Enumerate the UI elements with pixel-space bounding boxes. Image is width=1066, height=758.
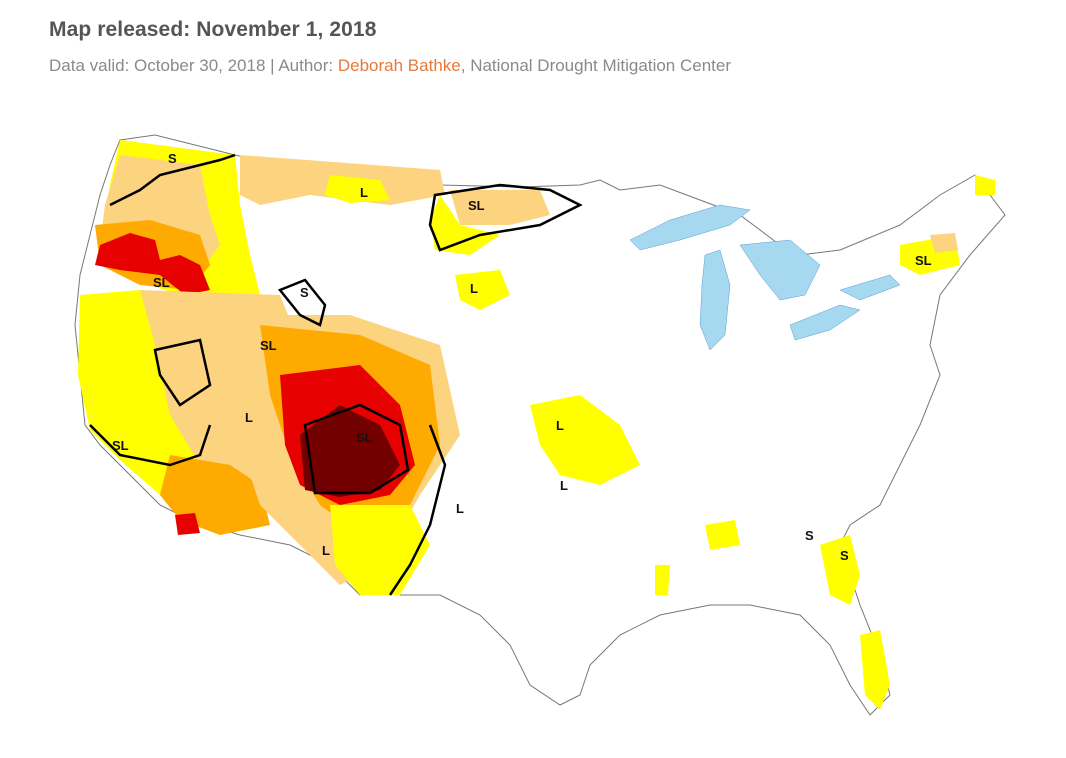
author-link[interactable]: Deborah Bathke xyxy=(337,56,461,75)
impact-label-sl-four-corners: SL xyxy=(356,430,373,445)
drought-d3-oregon xyxy=(95,233,210,295)
drought-map[interactable]: S SL L S SL L SL SL SL L L L L SL L L SL… xyxy=(60,125,1040,745)
impact-line-idaho xyxy=(277,278,327,327)
lake-huron xyxy=(739,239,821,301)
drought-d0-maine xyxy=(975,175,995,195)
data-valid-text: Data valid: October 30, 2018 | Author: xyxy=(49,56,338,75)
impact-line-nevada xyxy=(153,338,212,407)
impact-label-sl-new-york: SL xyxy=(915,253,932,268)
drought-d0-florida xyxy=(860,630,890,710)
impact-label-l-nebraska: L xyxy=(470,281,478,296)
drought-d0-nebraska xyxy=(455,270,510,310)
lake-michigan xyxy=(699,249,731,351)
drought-d3-socal xyxy=(175,513,200,535)
lake-ontario xyxy=(839,274,901,301)
impact-line-new-mexico xyxy=(388,424,447,596)
impact-label-l-kansas: L xyxy=(556,418,564,433)
impact-label-s-georgia: S xyxy=(805,528,814,543)
map-subtitle: Data valid: October 30, 2018 | Author: D… xyxy=(49,56,731,76)
map-header: Map released: November 1, 2018 Data vali… xyxy=(49,18,731,76)
drought-d0-montana xyxy=(325,175,390,203)
impact-label-l-nevada: L xyxy=(245,410,253,425)
impact-label-l-oklahoma: L xyxy=(560,478,568,493)
us-drought-map-svg: S SL L S SL L SL SL SL L L L L SL L L SL… xyxy=(74,134,1006,716)
impact-label-s-idaho: S xyxy=(300,285,309,300)
lake-superior xyxy=(629,204,751,251)
drought-d0-california xyxy=(78,290,210,505)
impact-label-l-montana: L xyxy=(360,185,368,200)
impact-label-sl-oregon: SL xyxy=(153,275,170,290)
map-release-title: Map released: November 1, 2018 xyxy=(49,18,377,41)
drought-d4-four-corners xyxy=(300,405,400,497)
impact-label-sl-north-dakota: SL xyxy=(468,198,485,213)
impact-line-north-dakota xyxy=(428,183,583,252)
impact-label-s-washington: S xyxy=(168,151,177,166)
drought-d0-mississippi xyxy=(655,565,670,595)
drought-d0-georgia-coast xyxy=(820,535,860,605)
impact-label-sl-utah: SL xyxy=(260,338,277,353)
author-organization: , National Drought Mitigation Center xyxy=(460,56,731,75)
lake-erie xyxy=(789,304,861,341)
drought-d0-north-dakota xyxy=(430,195,500,255)
drought-d0-alabama xyxy=(705,520,740,550)
impact-line-california xyxy=(89,424,212,467)
impact-label-s-south-carolina: S xyxy=(840,548,849,563)
impact-label-l-arizona: L xyxy=(322,543,330,558)
drought-d2-north-dakota xyxy=(450,190,550,225)
drought-d1-new-york xyxy=(930,233,958,253)
impact-label-l-texas: L xyxy=(456,501,464,516)
drought-d0-kansas xyxy=(530,395,640,485)
impact-label-sl-california: SL xyxy=(112,438,129,453)
impact-line-northwest xyxy=(109,153,236,207)
impact-line-four-corners xyxy=(303,403,410,495)
